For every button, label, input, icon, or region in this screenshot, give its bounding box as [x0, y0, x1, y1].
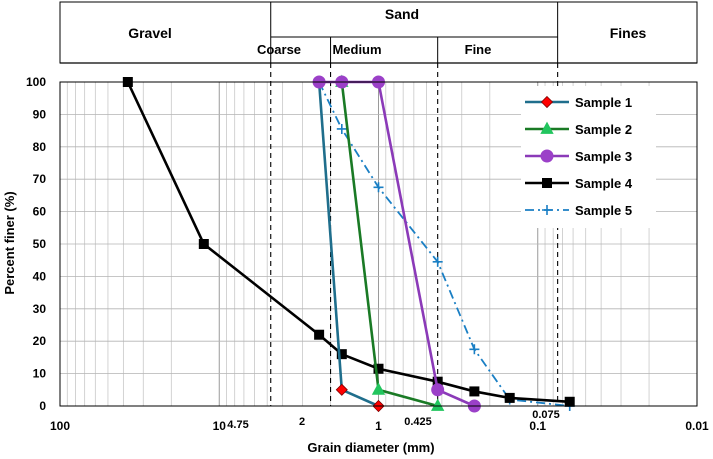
y-tick-label: 20: [33, 334, 47, 348]
data-point: [373, 363, 384, 374]
y-axis-label: Percent finer (%): [2, 191, 17, 294]
axes: Percent finer (%) Grain diameter (mm) 10…: [2, 75, 709, 455]
legend-label: Sample 3: [575, 149, 632, 164]
y-tick-label: 10: [33, 367, 47, 381]
x-tick-label: 1: [375, 419, 382, 433]
header-medium-label: Medium: [332, 42, 381, 57]
data-point: [540, 149, 554, 163]
y-tick-label: 80: [33, 140, 47, 154]
data-point: [542, 205, 552, 215]
series: [122, 74, 575, 413]
header-fine-label: Fine: [465, 42, 492, 57]
data-point: [373, 182, 384, 193]
data-point: [469, 386, 480, 397]
data-point: [198, 239, 209, 249]
y-tick-label: 60: [33, 205, 47, 219]
data-point: [314, 329, 325, 340]
soil-classification-header: Gravel Sand Fines Coarse Medium Fine: [59, 1, 698, 64]
x-tick-label: 10: [213, 419, 227, 433]
legend-label: Sample 4: [575, 176, 633, 191]
y-tick-label: 100: [26, 75, 46, 89]
x-tick-label: 0.01: [685, 419, 709, 433]
boundary-label: 2: [299, 416, 305, 428]
data-point: [371, 382, 386, 395]
data-point: [564, 396, 575, 407]
y-tick-label: 90: [33, 107, 47, 121]
data-point: [432, 376, 443, 387]
y-tick-label: 40: [33, 269, 47, 283]
data-point: [432, 256, 443, 267]
data-point: [335, 383, 348, 396]
boundary-label: 0.075: [532, 409, 560, 421]
data-point: [431, 398, 445, 411]
data-point: [431, 383, 445, 397]
data-point: [336, 349, 347, 360]
plot-frame: [59, 81, 698, 407]
boundary-label: 0.425: [404, 416, 432, 428]
data-point: [542, 178, 552, 188]
x-axis-label: Grain diameter (mm): [307, 440, 434, 455]
header-coarse-label: Coarse: [257, 42, 301, 57]
header-gravel-label: Gravel: [128, 25, 172, 41]
header-fines-label: Fines: [610, 25, 647, 41]
legend-label: Sample 1: [575, 95, 632, 110]
legend-label: Sample 5: [575, 203, 632, 218]
legend-label: Sample 2: [575, 122, 632, 137]
header-sand-label: Sand: [385, 6, 419, 22]
data-point: [504, 392, 515, 403]
data-point: [336, 123, 347, 134]
y-tick-label: 70: [33, 172, 47, 186]
y-tick-label: 50: [33, 237, 47, 251]
y-tick-label: 30: [33, 302, 47, 316]
legend: Sample 1 Sample 2 Sample 3 Sample 4 Sample 5: [521, 86, 656, 228]
data-point: [540, 121, 554, 134]
x-tick-label: 0.1: [529, 419, 546, 433]
data-point: [540, 95, 554, 109]
data-point: [469, 344, 480, 355]
boundary-label: 4.75: [227, 419, 248, 431]
x-tick-label: 100: [50, 419, 70, 433]
y-tick-label: 0: [39, 399, 46, 413]
